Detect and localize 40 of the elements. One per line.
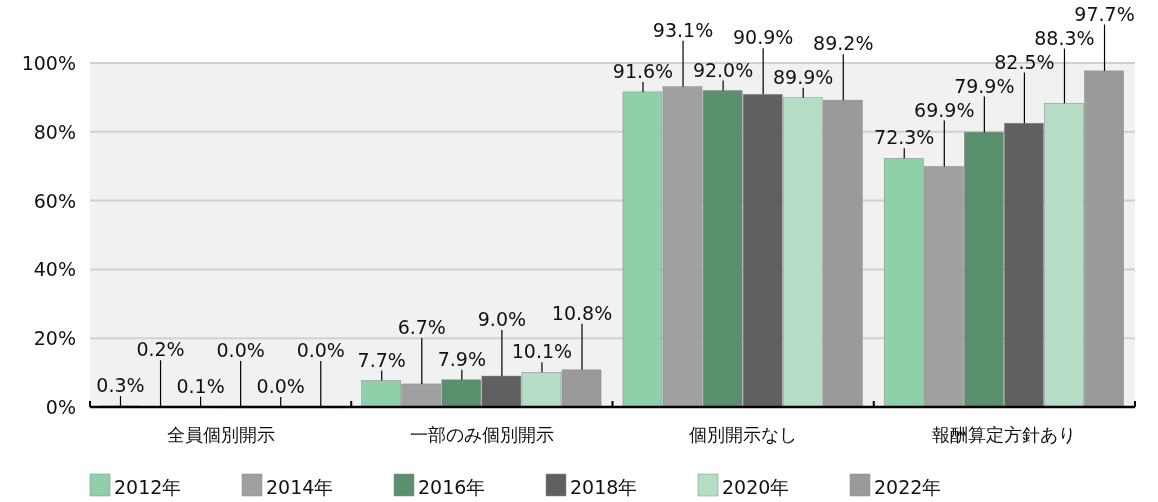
x-tick-label: 報酬算定方針あり xyxy=(932,424,1077,445)
y-tick-label: 0% xyxy=(45,396,76,418)
data-label: 7.9% xyxy=(437,347,486,370)
y-tick-label: 100% xyxy=(21,52,76,74)
y-tick-label: 80% xyxy=(33,120,76,143)
data-label: 69.9% xyxy=(914,98,975,121)
data-label: 0.0% xyxy=(296,339,345,361)
data-label: 72.3% xyxy=(874,126,935,149)
data-label: 79.9% xyxy=(954,74,1015,97)
data-label: 82.5% xyxy=(994,50,1055,73)
legend-label: 2016年 xyxy=(418,476,486,498)
y-tick-label: 60% xyxy=(33,189,76,212)
legend-label: 2012年 xyxy=(114,476,182,498)
y-tick-label: 40% xyxy=(33,258,76,281)
data-label: 93.1% xyxy=(652,18,714,41)
data-label: 9.0% xyxy=(477,308,527,331)
data-label: 89.9% xyxy=(773,65,834,88)
legend-label: 2022年 xyxy=(874,476,942,498)
data-label: 91.6% xyxy=(612,59,674,82)
legend-label: 2018年 xyxy=(570,476,638,498)
x-tick-label: 個別開示なし xyxy=(689,424,798,445)
data-label: 6.7% xyxy=(397,315,446,338)
data-label: 10.1% xyxy=(511,340,573,363)
data-label: 0.2% xyxy=(136,338,185,361)
data-label: 0.3% xyxy=(96,373,145,396)
legend-label: 2014年 xyxy=(266,476,334,498)
y-tick-label: 20% xyxy=(33,327,76,350)
x-tick-label: 一部のみ個別開示 xyxy=(409,424,554,445)
data-label: 7.7% xyxy=(357,348,406,371)
data-label: 88.3% xyxy=(1034,26,1095,49)
data-label: 0.0% xyxy=(216,339,265,361)
data-label: 10.8% xyxy=(551,301,613,324)
data-label: 92.0% xyxy=(692,58,754,81)
x-tick-label: 全員個別開示 xyxy=(166,424,275,445)
data-label: 89.2% xyxy=(813,32,874,55)
data-label: 97.7% xyxy=(1074,2,1135,25)
data-label: 90.9% xyxy=(732,26,794,49)
data-label: 0.1% xyxy=(176,374,225,397)
data-label: 0.0% xyxy=(256,375,305,397)
legend-label: 2020年 xyxy=(722,476,790,498)
